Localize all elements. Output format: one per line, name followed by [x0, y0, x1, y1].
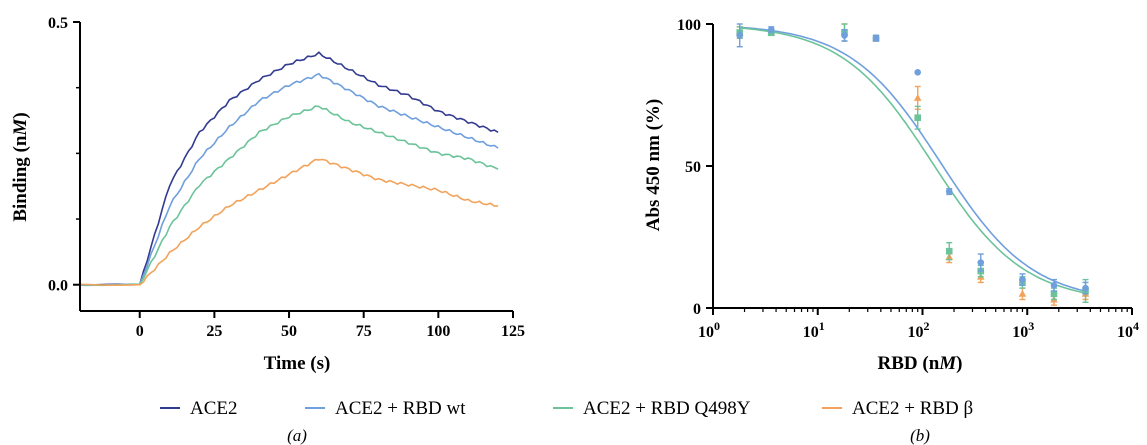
panel-a-x-tick-label: 0 [136, 323, 144, 340]
panel-a-x-tick-label: 50 [281, 323, 297, 340]
panel-b-y-ticks: 0 50 100 [677, 17, 713, 318]
panel-b-fit-curve-ace2-rbd-wt [739, 26, 1086, 292]
panel-a-y-tick-label: 0.5 [48, 15, 68, 32]
panel-a-x-axis-label: Time (s) [264, 353, 331, 374]
legend-label-ace2: ACE2 [190, 398, 238, 419]
panel-b-point-ace2-rbd [1018, 289, 1027, 297]
panel-a-x-tick-label: 125 [501, 323, 525, 340]
panel-b-point-ace2-rbd-wt [736, 32, 744, 39]
panel-a-x-tick-label: 75 [356, 323, 372, 340]
panel-b-point-ace2-rbd-wt [914, 68, 922, 76]
panel-b-x-axis-label: RBD (nM) [878, 353, 963, 374]
panel-a-y-axis-label: Binding (nM) [10, 112, 31, 221]
panel-a-x-tick-label: 100 [426, 323, 450, 340]
legend: ACE2 ACE2 + RBD wt ACE2 + RBD Q498Y ACE2 + … [160, 398, 973, 419]
panel-a-chart: 0 25 50 75 100 125 0.0 0.5 Time (s) Binding (n… [10, 15, 525, 374]
panel-a-line-ace2-rbd [79, 158, 499, 287]
panel-a-x-ticks: 0 25 50 75 100 125 [136, 311, 525, 340]
panel-b-x-tick-label: 103 [1012, 319, 1034, 341]
panel-b-point-ace2-rbd-q498y [945, 247, 953, 255]
panel-b-point-ace2-rbd-wt [1050, 281, 1058, 289]
panel-b-point-ace2-rbd-q498y [1050, 290, 1058, 298]
panel-b-chart: 100 101 102 103 104 0 50 100 RBD (nM) Abs 450 … [643, 17, 1139, 374]
panel-a-line-ace2 [79, 51, 499, 286]
panel-b-x-tick-label: 100 [698, 319, 720, 341]
panel-b-x-ticks: 100 101 102 103 104 [698, 308, 1139, 341]
legend-label-ace2-rbd-wt: ACE2 + RBD wt [335, 398, 466, 419]
panel-b-point-ace2-rbd-wt [977, 259, 985, 266]
panel-b-point-ace2-rbd [913, 93, 922, 101]
panel-label-b: (b) [910, 426, 930, 445]
panel-b-fit-curves [739, 26, 1086, 294]
panel-b-y-tick-label: 50 [685, 159, 701, 176]
panel-b-ylabel-text: Abs 450 nm (%) [643, 99, 664, 231]
panel-b-point-ace2-rbd-wt [1019, 276, 1026, 283]
panel-b-x-tick-label: 104 [1117, 319, 1139, 341]
panel-b-fit-curve-ace2-rbd-q498y [739, 27, 1086, 294]
panel-b-y-axis-label: Abs 450 nm (%) [643, 99, 664, 231]
panel-a-xlabel-text: Time (s) [264, 353, 331, 374]
panel-b-point-ace2-rbd-wt [767, 26, 775, 33]
panel-b-point-ace2-rbd-wt [945, 188, 953, 195]
panel-b-points [735, 23, 1090, 306]
panel-b-x-tick-label: 102 [908, 319, 930, 341]
legend-label-ace2-rbd-q498y: ACE2 + RBD Q498Y [583, 398, 751, 419]
panel-a-x-tick-label: 25 [206, 323, 222, 340]
panel-a-series-group [79, 51, 499, 287]
panel-b-point-ace2-rbd-wt [841, 32, 848, 39]
panel-b-x-tick-label: 101 [803, 319, 825, 341]
panel-b-point-ace2-rbd-wt [872, 34, 880, 42]
panel-b-point-ace2-rbd-q498y [914, 114, 922, 122]
panel-b-y-tick-label: 100 [677, 17, 701, 34]
panel-b-point-ace2-rbd-wt [1082, 284, 1089, 292]
panel-a-line-ace2-rbd-wt [79, 72, 499, 287]
panel-a-y-ticks: 0.0 0.5 [48, 15, 80, 295]
panel-label-a: (a) [287, 426, 307, 445]
panel-b-y-tick-label: 0 [693, 301, 701, 318]
panel-a-line-ace2-rbd-q498y [79, 105, 499, 287]
legend-label-ace2-rbd: ACE2 + RBD β [852, 398, 973, 419]
panel-a-y-tick-label: 0.0 [48, 278, 68, 295]
